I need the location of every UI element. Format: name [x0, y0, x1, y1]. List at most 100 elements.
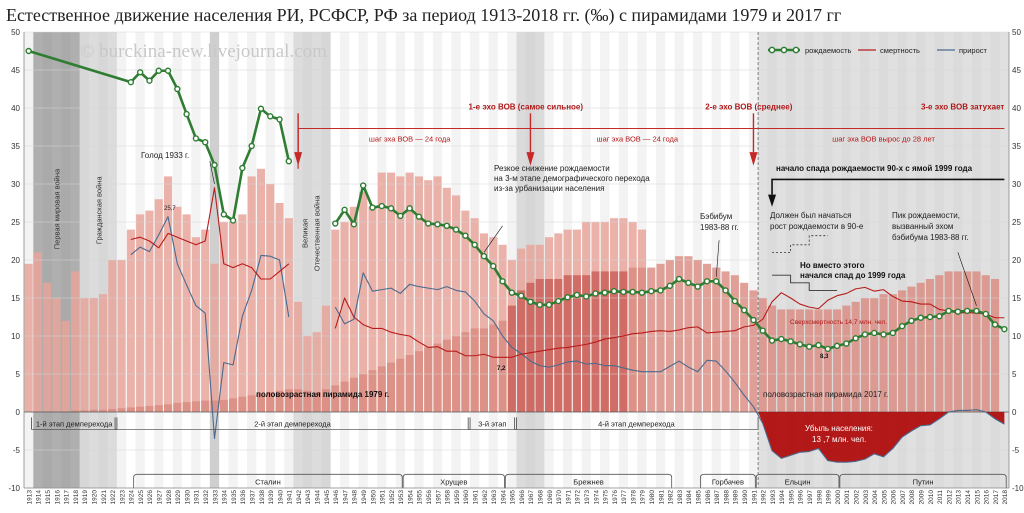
birth-rate-point [917, 314, 924, 321]
birth-rate-point [722, 287, 729, 294]
pyramid-2017-bar [888, 294, 897, 412]
pyramid-2017-bar [554, 279, 563, 412]
x-tick-label: 1960 [463, 490, 470, 505]
should-dashed-arrow [772, 235, 828, 253]
pyramid-2017-bar [71, 410, 80, 412]
pyramid-1979-bar [43, 282, 52, 412]
pyramid-1979-bar [126, 229, 135, 412]
pyramid-2017-bar [89, 409, 98, 412]
birth-rate-point [898, 322, 906, 330]
x-tick-label: 1925 [138, 490, 145, 505]
pyramid-1979-bar [145, 210, 154, 412]
x-tick-label: 1930 [184, 490, 191, 505]
x-tick-label: 1994 [779, 490, 786, 505]
stage-label: 2-й этап демперехода [254, 419, 331, 428]
pyramid-2017-bar [749, 290, 758, 412]
birth-rate-point [517, 292, 525, 299]
decline-label: начало спада рождаемости 90-х с ямой 199… [776, 164, 973, 173]
x-tick-label: 1921 [101, 490, 108, 505]
birth-rate-point [833, 342, 841, 350]
x-tick-label: 1938 [259, 490, 266, 505]
x-tick-label: 1978 [630, 490, 637, 505]
pyramid-2017-bar [359, 374, 368, 412]
birth-rate-point [926, 313, 934, 321]
pyramid-2017-bar [414, 351, 423, 412]
pyramid-2017-bar [498, 320, 507, 412]
birth-rate-point [555, 297, 562, 305]
birth-rate-point [350, 221, 358, 228]
x-tick-label: 1976 [612, 490, 619, 505]
pyramid-2017-bar [489, 324, 498, 412]
pyramid-2017-bar [572, 275, 581, 412]
y-tick-left: 50 [11, 28, 20, 37]
pyramid-1979-bar [154, 199, 163, 412]
birth-rate-point [564, 294, 571, 301]
pyramid-2017-bar [935, 275, 944, 412]
y-tick-right: 0 [1012, 408, 1017, 417]
x-tick-label: 1952 [389, 490, 396, 505]
pyramid-2017-bar [833, 309, 842, 412]
pyramid-2017-bar [517, 290, 526, 412]
pyramid-2017-bar [145, 405, 154, 412]
drop-line-1: Резкое снижение рождаемости [494, 164, 610, 173]
birth-rate-point [443, 222, 451, 230]
birth-rate-point [1001, 325, 1008, 333]
birth-rate-point [629, 288, 636, 296]
x-tick-label: 2017 [993, 490, 1000, 505]
birth-rate-point [192, 135, 200, 142]
birth-rate-point [239, 164, 246, 172]
ruler-label: Горбачев [712, 477, 744, 486]
ruler-label: Ельцин [785, 477, 811, 486]
x-tick-label: 2009 [919, 490, 926, 505]
stage-label: 4-й этап демперехода [598, 419, 675, 428]
pyramid-2017-bar [544, 279, 554, 412]
pyramid-2017-bar [712, 267, 721, 412]
pyramid-2017-bar [898, 290, 907, 412]
value-8-3: 8,3 [820, 354, 829, 360]
x-tick-label: 1944 [315, 490, 322, 505]
legend: рождаемость смертность прирост [768, 46, 988, 55]
x-tick-label: 1953 [398, 490, 405, 505]
should-line-2: рост рождаемости в 90-е [770, 222, 864, 231]
leader-line [957, 252, 977, 306]
should-line-1: Должен был начаться [770, 211, 851, 220]
pyramid-2017-bar [767, 305, 777, 412]
x-tick-label: 1949 [361, 490, 368, 505]
pyramid-2017-bar [442, 339, 451, 412]
birth-rate-point [731, 297, 739, 305]
x-tick-label: 2003 [863, 490, 870, 505]
x-tick-label: 1963 [491, 490, 498, 505]
birth-rate-point [25, 47, 32, 55]
pyramid-1979-bar [136, 214, 145, 412]
x-tick-label: 1924 [129, 490, 136, 505]
pyramid-2017-bar [470, 328, 479, 412]
pyramid-2017-bar [730, 275, 739, 412]
pyramid-2017-bar [201, 400, 210, 412]
pyramid-2017-bar [805, 309, 814, 412]
x-tick-label: 1916 [54, 490, 61, 505]
birth-rate-point [908, 317, 915, 324]
legend-birth-marker [768, 46, 776, 54]
x-tick-label: 1982 [668, 490, 675, 505]
y-tick-left: 35 [11, 142, 20, 151]
x-tick-label: 1928 [166, 490, 173, 505]
pyramid-2017-bar [80, 410, 89, 412]
birth-rate-point [815, 341, 822, 349]
x-tick-label: 2004 [872, 490, 879, 505]
boom-line-1: Бэбибум [700, 212, 732, 221]
x-tick-label: 1968 [538, 490, 545, 505]
pyramid-1979-bar [182, 214, 191, 412]
pyramid-2017-bar [702, 263, 712, 412]
birth-rate-point [406, 205, 413, 212]
birth-rate-point [536, 301, 543, 309]
birth-rate-point [740, 306, 748, 314]
birth-rate-point [657, 287, 664, 294]
pyramid-2017-bar [721, 271, 730, 412]
pyramid-1979-bar [349, 206, 358, 412]
label-pyramid-2017: половозрастная пирамида 2017 г. [763, 390, 888, 399]
drop-line-3: из-за урбанизации населения [494, 184, 604, 193]
y-tick-left: 30 [11, 180, 20, 189]
stage-bracket [467, 417, 517, 430]
x-tick-label: 1917 [64, 490, 71, 505]
